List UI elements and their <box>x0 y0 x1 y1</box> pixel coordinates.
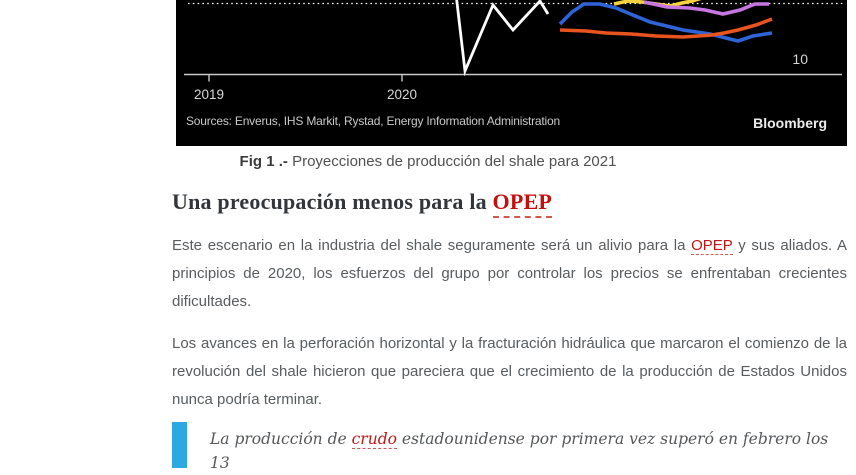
quote-text: La producción de crudo estadounidense po… <box>210 422 847 475</box>
blockquote: La producción de crudo estadounidense po… <box>172 422 847 475</box>
quote-text-before: La producción de <box>210 430 352 448</box>
heading-text: Una preocupación menos para la <box>172 189 493 214</box>
paragraph-1-text-after: y sus aliados. A principios de 2020, los… <box>172 237 847 310</box>
svg-text:10: 10 <box>792 51 808 67</box>
article-content: 2019 2020 10 Sources: Enverus, IHS Markit,… <box>172 0 847 475</box>
opep-inline-link[interactable]: OPEP <box>691 237 733 255</box>
quote-accent-bar <box>172 422 187 468</box>
chart-sources: Sources: Enverus, IHS Markit, Rystad, En… <box>186 114 560 128</box>
article-heading: Una preocupación menos para la OPEP <box>172 189 847 218</box>
figure-caption-text: Proyecciones de producción del shale par… <box>292 153 617 170</box>
figure-caption: Fig 1 .- Proyecciones de producción del … <box>172 153 684 170</box>
paragraph-1-text-before: Este escenario en la industria del shale… <box>172 237 692 254</box>
bloomberg-logo: Bloomberg <box>753 115 827 131</box>
bloomberg-chart: 2019 2020 10 Sources: Enverus, IHS Markit,… <box>176 0 847 146</box>
figure-caption-label: Fig 1 .- <box>239 153 288 170</box>
paragraph-1: Este escenario en la industria del shale… <box>172 232 847 316</box>
chart-figure: 2019 2020 10 Sources: Enverus, IHS Markit,… <box>172 0 847 170</box>
heading-opep-link[interactable]: OPEP <box>492 189 553 218</box>
paragraph-2: Los avances en la perforación horizontal… <box>172 335 847 408</box>
svg-text:2019: 2019 <box>194 87 224 102</box>
crudo-link[interactable]: crudo <box>351 430 397 449</box>
svg-text:2020: 2020 <box>387 87 417 102</box>
chart-canvas: 2019 2020 10 <box>184 0 844 102</box>
